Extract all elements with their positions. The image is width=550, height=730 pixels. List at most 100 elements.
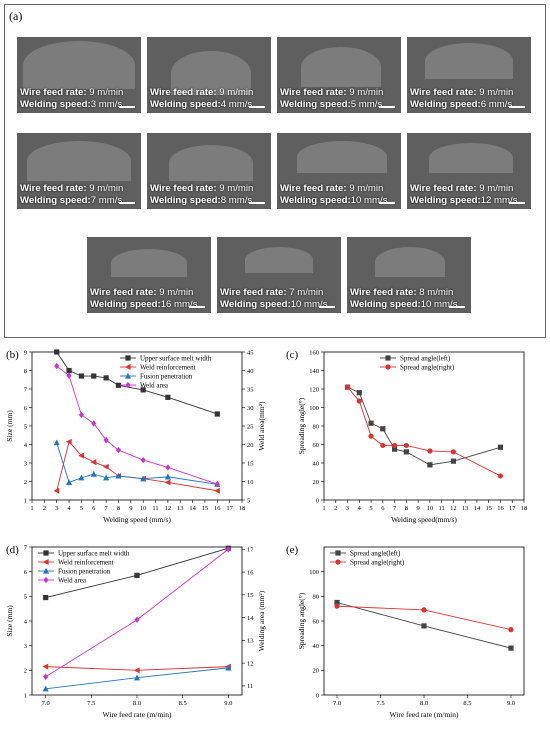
x-tick-label: 9 (416, 505, 419, 512)
data-point (103, 375, 109, 381)
data-point (497, 473, 504, 479)
y-tick-label: 100 (309, 405, 319, 412)
legend-entry: Fusion penetration (58, 567, 111, 575)
x-tick-label: 12 (165, 505, 172, 512)
scale-bar (319, 306, 335, 308)
data-point (115, 446, 122, 454)
y-tick-label: 1 (24, 692, 27, 699)
data-point (165, 464, 171, 471)
wire-feed-key: Wire feed rate: (90, 287, 160, 298)
weld-bead-shape (375, 247, 445, 277)
tile-caption: Wire feed rate: 9 m/min Welding speed:5 m… (280, 87, 383, 111)
x-tick-label: 5 (369, 505, 372, 512)
y-tick-label: 40 (313, 460, 320, 467)
data-point (134, 572, 140, 578)
weld-bead-shape (27, 141, 131, 181)
y-tick-label: 160 (309, 349, 319, 356)
data-point (391, 446, 398, 452)
data-point (133, 667, 140, 674)
panel-a-cross-sections: (a) Wire feed rate: 9 m/min Welding speed… (4, 4, 546, 338)
data-point (380, 426, 386, 432)
legend-marker (125, 355, 131, 361)
data-point (140, 387, 146, 393)
data-point (103, 474, 110, 481)
data-point (90, 459, 97, 466)
weld-bead-shape (297, 141, 387, 173)
x-axis-label: Welding speed(mm/s) (391, 515, 457, 524)
x-tick-label: 1 (322, 505, 325, 512)
weld-bead-shape (111, 249, 187, 277)
y-tick-label: 100 (309, 569, 319, 576)
data-point (54, 362, 60, 370)
data-point (334, 603, 340, 609)
x-tick-label: 3 (55, 505, 58, 512)
data-point (42, 685, 49, 692)
wire-feed-value: 9 m/min (479, 183, 514, 194)
data-point (427, 462, 433, 468)
y2-tick-label: 11 (247, 683, 253, 690)
y-tick-label: 8 (24, 368, 27, 375)
y-tick-label: 60 (313, 618, 320, 625)
tile-caption: Wire feed rate: 8 m/min Welding speed:10 … (350, 287, 458, 311)
y2-tick-label: 20 (247, 442, 254, 449)
legend-entry: Spread angle(right) (400, 363, 455, 371)
data-point (66, 479, 73, 486)
legend-marker (335, 550, 341, 556)
data-point (78, 452, 85, 459)
welding-speed-key: Welding speed: (20, 99, 91, 110)
x-tick-label: 14 (474, 505, 481, 512)
y-tick-label: 7 (24, 544, 28, 551)
x-tick-label: 1 (30, 505, 33, 512)
data-point (90, 470, 97, 477)
scale-bar (119, 106, 135, 108)
x-tick-label: 2 (43, 505, 46, 512)
x-axis-label: Wire feed rate (m/min) (102, 710, 172, 719)
x-tick-label: 8.0 (133, 700, 141, 707)
y2-tick-label: 13 (247, 638, 254, 645)
cross-section-tile: Wire feed rate: 9 m/min Welding speed:10 … (277, 133, 401, 209)
data-point (102, 463, 109, 470)
data-point (78, 373, 85, 379)
legend-marker (125, 381, 131, 389)
data-point (403, 449, 409, 455)
y-tick-label: 6 (24, 569, 28, 576)
wire-feed-key: Wire feed rate: (350, 287, 420, 298)
y-tick-label: 3 (24, 460, 27, 467)
x-tick-label: 8.0 (420, 700, 428, 707)
tile-caption: Wire feed rate: 9 m/min Welding speed:3 m… (20, 87, 123, 111)
x-axis-label: Wire feed rate (m/min) (389, 710, 459, 719)
data-point (356, 398, 362, 404)
y2-tick-label: 30 (247, 405, 254, 412)
y2-tick-label: 5 (247, 497, 250, 504)
legend-marker (385, 355, 391, 361)
data-point (421, 623, 427, 629)
welding-speed-value: 16 mm/s (160, 299, 198, 310)
x-tick-label: 8 (405, 505, 408, 512)
welding-speed-value: 10 mm/s (350, 195, 388, 206)
x-tick-label: 8.5 (179, 700, 187, 707)
x-tick-label: 15 (202, 505, 209, 512)
series-line (347, 386, 501, 477)
weld-bead-shape (23, 41, 135, 89)
data-point (115, 382, 122, 388)
panel-label: (d) (6, 544, 19, 556)
wire-feed-value: 7 m/min (289, 287, 324, 298)
y2-tick-label: 40 (247, 368, 254, 375)
tile-caption: Wire feed rate: 9 m/min Welding speed:4 m… (150, 87, 253, 111)
y-tick-label: 5 (24, 594, 27, 601)
scale-bar (249, 106, 265, 108)
wire-feed-value: 9 m/min (89, 87, 124, 98)
weld-bead-shape (245, 247, 313, 273)
y-tick-label: 40 (313, 643, 320, 650)
x-tick-label: 17 (509, 505, 516, 512)
y-tick-label: 3 (24, 643, 27, 650)
legend-marker (124, 364, 131, 370)
y-tick-label: 6 (24, 405, 28, 412)
welding-speed-key: Welding speed: (150, 195, 221, 206)
y-tick-label: 9 (24, 349, 27, 356)
data-point (103, 436, 109, 444)
x-tick-label: 18 (239, 505, 246, 512)
data-point (368, 433, 374, 439)
x-tick-label: 11 (152, 505, 158, 512)
wire-feed-value: 8 m/min (419, 287, 454, 298)
